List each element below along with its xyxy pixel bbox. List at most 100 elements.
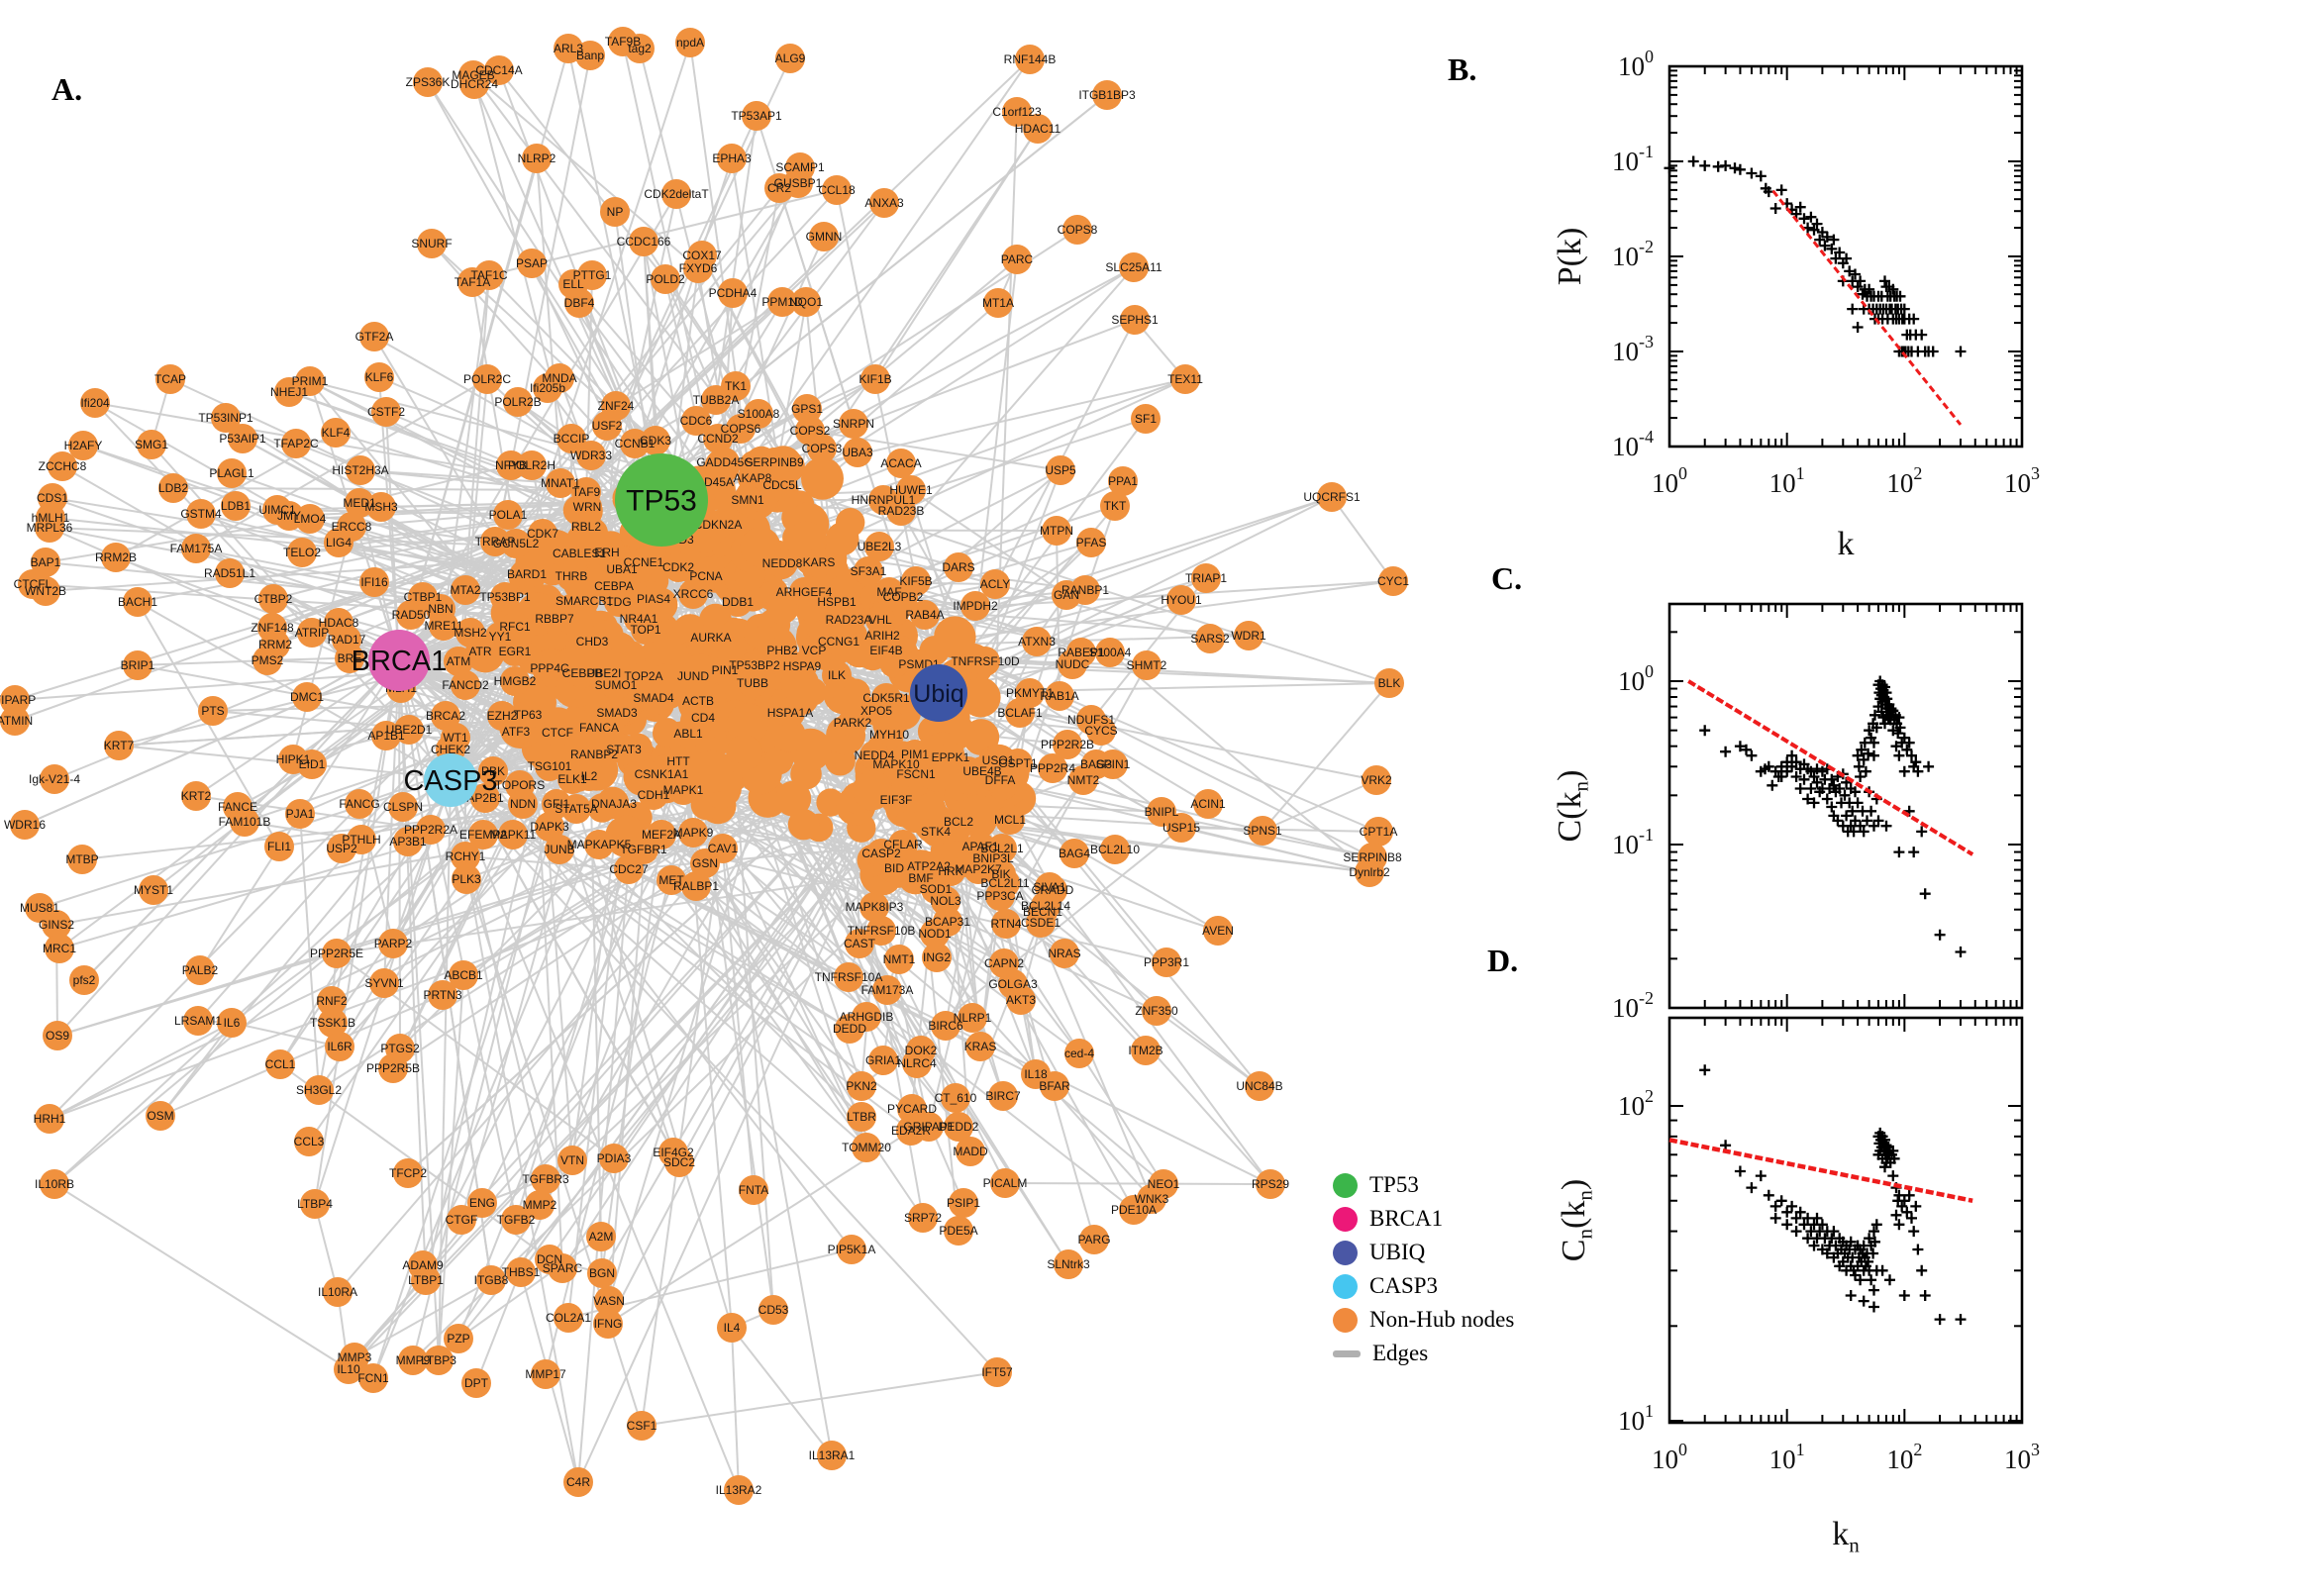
network-node: [599, 1144, 629, 1173]
network-node-label: PRTN3: [423, 988, 461, 1002]
network-node-label: ATF3: [502, 725, 531, 739]
network-node-label: OSM: [147, 1109, 173, 1123]
network-node-label: NEDD4: [855, 748, 895, 762]
network-node-label: ATR: [468, 645, 491, 658]
network-node-label: MNAT1: [541, 476, 580, 490]
hub-node-casp3: [424, 753, 477, 807]
network-node-label: SF3A1: [851, 564, 887, 578]
network-node: [540, 604, 569, 634]
network-node-label: MAPKAPK5: [567, 838, 632, 851]
network-node: [920, 919, 950, 948]
panel-b-label: B.: [1448, 51, 1477, 87]
network-node: [393, 827, 423, 856]
network-node: [457, 267, 487, 297]
network-node-label: MTPN: [1040, 524, 1073, 538]
network-node-label: NRAS: [1048, 947, 1080, 960]
network-node-label: FANCG: [339, 797, 379, 811]
network-node-label: RBBP7: [535, 612, 574, 626]
network-node: [325, 1032, 354, 1061]
network-node-label: USP2: [326, 842, 357, 855]
network-node-label: NUDC: [1056, 657, 1090, 671]
network-node-label: PRIM1: [292, 374, 329, 388]
network-node-label: SUMO1: [595, 678, 638, 692]
network-node-label: WDR1: [1231, 629, 1266, 643]
tick-label: 100: [1618, 661, 1654, 696]
network-node: [838, 708, 867, 738]
network-node: [1038, 753, 1067, 783]
fit-line: [1687, 679, 1974, 856]
network-node-label: LTBP1: [408, 1273, 444, 1287]
network-node-label: A2M: [589, 1230, 614, 1244]
network-node-label: HMGB2: [494, 674, 537, 688]
network-node: [717, 1313, 747, 1343]
network-node: [710, 655, 740, 685]
network-node-label: CLSPN: [383, 800, 423, 814]
network-node-label: MSH3: [364, 500, 398, 514]
network-node: [137, 430, 166, 459]
network-node: [683, 253, 713, 283]
network-node: [506, 1257, 536, 1287]
network-node: [359, 567, 389, 597]
network-node: [767, 287, 797, 317]
network-node: [960, 677, 1001, 718]
legend: TP53 BRCA1 UBIQ CASP3 Non-Hub nodes Edges: [1333, 1168, 1514, 1370]
network-node: [835, 1014, 864, 1044]
network-node: [902, 1048, 932, 1078]
network-node: [43, 1021, 72, 1050]
network-node: [484, 55, 514, 85]
network-node-label: EIF4G2: [653, 1146, 694, 1159]
network-node-label: MET: [658, 873, 684, 887]
network-node: [847, 1102, 876, 1132]
chart-frame: [1667, 602, 2024, 1010]
network-node-label: LDB2: [158, 481, 188, 495]
network-node: [886, 449, 916, 478]
legend-item-label: Non-Hub nodes: [1369, 1307, 1515, 1332]
network-node-label: SLNtrk3: [1047, 1257, 1090, 1271]
network-node-label: HIST2H3A: [332, 463, 388, 477]
network-node-label: ITM2B: [1128, 1044, 1162, 1057]
network-node-label: SEPHS1: [1111, 313, 1159, 327]
network-node-label: S100A4: [1089, 646, 1132, 659]
network-node: [525, 1190, 555, 1220]
network-node: [970, 647, 1000, 676]
network-hubs: TP53 BRCA1 CASP3 Ubiq: [352, 453, 967, 807]
network-node-label: VHL: [868, 613, 892, 627]
network-node-label: CDKN2A: [694, 518, 743, 532]
network-node-label: HDAC11: [1015, 122, 1061, 136]
network-node-label: CABLES1: [553, 547, 606, 560]
network-node: [424, 1346, 454, 1375]
network-node: [512, 559, 542, 589]
network-node-label: ABL1: [673, 727, 703, 741]
network-node: [364, 362, 394, 392]
network-node-label: CDK2: [662, 560, 694, 574]
network-node-label: GINS2: [39, 918, 74, 932]
network-node: [854, 556, 883, 586]
network-node-label: PPM1D: [761, 295, 803, 309]
network-node: [1147, 797, 1176, 827]
network-node-label: AKAP8: [734, 471, 772, 485]
network-node-label: IL6: [224, 1016, 241, 1030]
network-node: [868, 1046, 898, 1075]
network-node-label: ATRIP: [295, 626, 329, 640]
network-node: [958, 1003, 987, 1033]
network-node: [413, 67, 443, 97]
network-node: [101, 543, 131, 572]
network-node-label: IL10RA: [318, 1285, 357, 1299]
network-node: [647, 820, 676, 849]
network-node-label: MMP17: [525, 1367, 566, 1381]
network-node: [181, 534, 211, 563]
network-node-label: HIPK1: [276, 752, 311, 766]
network-node-label: NLRC4: [897, 1056, 937, 1070]
network-node-label: PPP2R5E: [310, 947, 363, 960]
network-node-label: COPS2: [790, 424, 831, 438]
network-node-label: CDK2deltaT: [644, 187, 709, 201]
network-node-label: ERCC8: [332, 520, 372, 534]
network-node-label: TK1: [725, 379, 747, 393]
network-node-label: UBA3: [842, 446, 873, 459]
network-node: [988, 1081, 1018, 1111]
network-node: [764, 746, 794, 775]
network-node: [543, 718, 572, 748]
network-node-label: USP15: [1162, 821, 1200, 835]
network-node-label: TFCP2: [389, 1166, 427, 1180]
network-node-label: MAP2K7: [955, 862, 1002, 876]
